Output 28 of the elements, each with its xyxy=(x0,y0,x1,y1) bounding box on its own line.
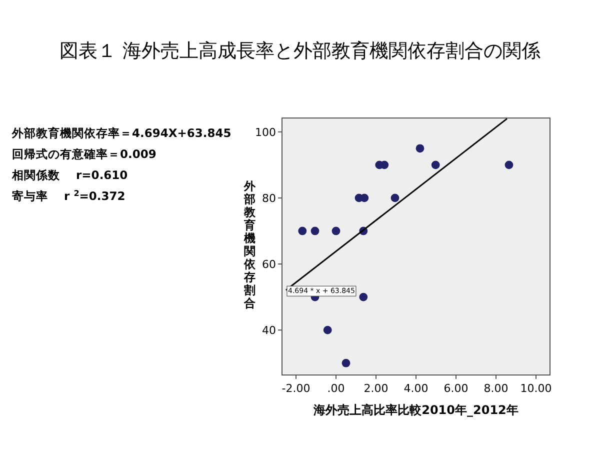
point xyxy=(298,226,307,236)
point xyxy=(504,160,514,170)
point xyxy=(323,326,332,334)
chart-title: 図表１ 海外売上高成長率と外部教育機関依存割合の関係 xyxy=(59,40,541,62)
point xyxy=(390,194,400,202)
point xyxy=(416,144,424,153)
point xyxy=(359,292,368,302)
x-tick-label: 4.00 xyxy=(404,382,428,395)
x-tick-label: 8.00 xyxy=(484,382,508,395)
point xyxy=(332,226,340,236)
text: 外部教育機関依存割合 xyxy=(244,179,256,310)
text: 相関係数 r=0.610 xyxy=(11,168,128,182)
y-tick-label: 60 xyxy=(262,258,276,272)
x-tick-label: 6.00 xyxy=(444,382,468,395)
point xyxy=(431,160,440,170)
x-tick-label: .00 xyxy=(327,382,345,395)
y-tick-label: 100 xyxy=(255,126,276,139)
x-tick-label: 2.00 xyxy=(364,382,388,395)
y-tick-label: 40 xyxy=(262,324,276,338)
point xyxy=(342,358,350,368)
x-axis-title: 海外売上高比率比較2010年_2012年 xyxy=(312,403,518,417)
y-tick-label: 80 xyxy=(262,192,276,205)
point xyxy=(310,226,320,236)
text: 外部教育機関依存率＝4.694X+63.845 xyxy=(11,126,232,140)
x-tick-label: 10.00 xyxy=(520,382,552,395)
x-tick-label: -2.00 xyxy=(282,382,310,395)
text: 寄与率 r $^{2}$=0.372 xyxy=(12,188,126,203)
text: 回帰式の有意確率＝0.009 xyxy=(12,147,156,161)
